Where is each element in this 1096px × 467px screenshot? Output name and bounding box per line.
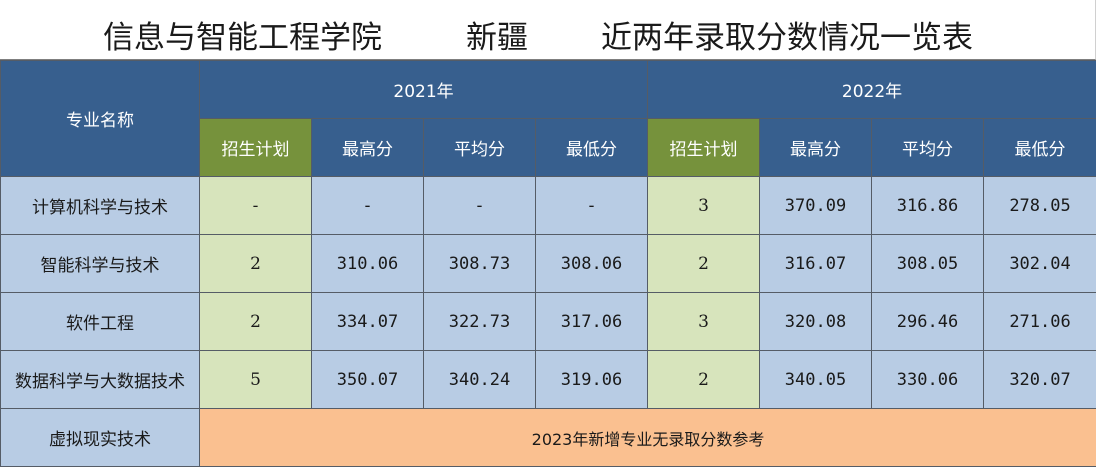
- title-school: 信息与智能工程学院: [103, 12, 382, 57]
- plan-2021-cell[interactable]: 2: [200, 293, 312, 351]
- header-2021-min[interactable]: 最低分: [536, 119, 648, 177]
- header-2022-plan[interactable]: 招生计划: [648, 119, 760, 177]
- title-description: 近两年录取分数情况一览表: [601, 12, 973, 57]
- min-2022-cell[interactable]: 302.04: [984, 235, 1096, 293]
- avg-2022-cell[interactable]: 330.06: [872, 351, 984, 409]
- header-2022-min[interactable]: 最低分: [984, 119, 1096, 177]
- header-2021-plan[interactable]: 招生计划: [200, 119, 312, 177]
- avg-2022-cell[interactable]: 308.05: [872, 235, 984, 293]
- major-name-cell[interactable]: 智能科学与技术: [1, 235, 200, 293]
- max-2021-cell[interactable]: 310.06: [312, 235, 424, 293]
- max-2021-cell[interactable]: 350.07: [312, 351, 424, 409]
- min-2022-cell[interactable]: 271.06: [984, 293, 1096, 351]
- max-2022-cell[interactable]: 316.07: [760, 235, 872, 293]
- max-2022-cell[interactable]: 340.05: [760, 351, 872, 409]
- major-name-cell[interactable]: 虚拟现实技术: [1, 409, 200, 467]
- new-major-note-cell[interactable]: 2023年新增专业无录取分数参考: [200, 409, 1096, 467]
- min-2021-cell[interactable]: 317.06: [536, 293, 648, 351]
- avg-2021-cell[interactable]: -: [424, 177, 536, 235]
- avg-2021-cell[interactable]: 322.73: [424, 293, 536, 351]
- min-2021-cell[interactable]: 308.06: [536, 235, 648, 293]
- max-2021-cell[interactable]: -: [312, 177, 424, 235]
- plan-2021-cell[interactable]: 5: [200, 351, 312, 409]
- avg-2021-cell[interactable]: 340.24: [424, 351, 536, 409]
- table-row: 数据科学与大数据技术 5 350.07 340.24 319.06 2 340.…: [1, 351, 1096, 409]
- header-2021-avg[interactable]: 平均分: [424, 119, 536, 177]
- avg-2022-cell[interactable]: 316.86: [872, 177, 984, 235]
- min-2022-cell[interactable]: 278.05: [984, 177, 1096, 235]
- plan-2022-cell[interactable]: 3: [648, 293, 760, 351]
- major-name-cell[interactable]: 数据科学与大数据技术: [1, 351, 200, 409]
- min-2021-cell[interactable]: 319.06: [536, 351, 648, 409]
- title-region: 新疆: [466, 12, 528, 57]
- table-row-new-major: 虚拟现实技术 2023年新增专业无录取分数参考: [1, 409, 1096, 467]
- header-2022-avg[interactable]: 平均分: [872, 119, 984, 177]
- max-2022-cell[interactable]: 370.09: [760, 177, 872, 235]
- min-2021-cell[interactable]: -: [536, 177, 648, 235]
- major-name-cell[interactable]: 计算机科学与技术: [1, 177, 200, 235]
- plan-2022-cell[interactable]: 2: [648, 235, 760, 293]
- plan-2021-cell[interactable]: -: [200, 177, 312, 235]
- header-2021-max[interactable]: 最高分: [312, 119, 424, 177]
- header-year-2022[interactable]: 2022年: [648, 61, 1096, 119]
- table-row: 计算机科学与技术 - - - - 3 370.09 316.86 278.05: [1, 177, 1096, 235]
- avg-2021-cell[interactable]: 308.73: [424, 235, 536, 293]
- header-major-name[interactable]: 专业名称: [1, 61, 200, 177]
- plan-2022-cell[interactable]: 3: [648, 177, 760, 235]
- max-2022-cell[interactable]: 320.08: [760, 293, 872, 351]
- table-row: 软件工程 2 334.07 322.73 317.06 3 320.08 296…: [1, 293, 1096, 351]
- admission-score-table: 专业名称 2021年 2022年 招生计划 最高分 平均分 最低分 招生计划 最…: [0, 60, 1096, 467]
- min-2022-cell[interactable]: 320.07: [984, 351, 1096, 409]
- plan-2022-cell[interactable]: 2: [648, 351, 760, 409]
- header-year-2021[interactable]: 2021年: [200, 61, 648, 119]
- plan-2021-cell[interactable]: 2: [200, 235, 312, 293]
- major-name-cell[interactable]: 软件工程: [1, 293, 200, 351]
- max-2021-cell[interactable]: 334.07: [312, 293, 424, 351]
- avg-2022-cell[interactable]: 296.46: [872, 293, 984, 351]
- sheet-title: 信息与智能工程学院 新疆 近两年录取分数情况一览表: [0, 0, 1096, 60]
- table-row: 智能科学与技术 2 310.06 308.73 308.06 2 316.07 …: [1, 235, 1096, 293]
- header-2022-max[interactable]: 最高分: [760, 119, 872, 177]
